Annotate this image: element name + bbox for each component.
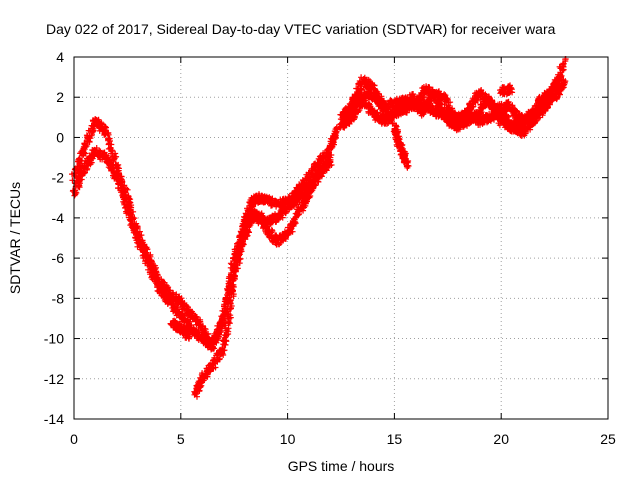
data-point — [106, 158, 112, 165]
data-point — [80, 163, 86, 170]
data-point — [330, 139, 337, 146]
data-point — [76, 156, 83, 163]
y-tick-label: 2 — [56, 89, 64, 105]
data-point — [107, 145, 114, 152]
chart-title: Day 022 of 2017, Sidereal Day-to-day VTE… — [46, 21, 556, 37]
data-point — [113, 153, 120, 160]
data-point — [81, 140, 88, 147]
series-track-a — [69, 116, 341, 352]
x-axis-ticks: 0 5 10 15 20 25 — [70, 57, 616, 447]
x-tick-label: 15 — [387, 431, 403, 447]
y-tick-label: -4 — [52, 210, 65, 226]
x-tick-label: 10 — [280, 431, 296, 447]
y-tick-label: -10 — [44, 331, 64, 347]
y-tick-label: -6 — [52, 250, 65, 266]
data-point — [84, 165, 91, 172]
y-tick-label: -14 — [44, 411, 64, 427]
data-point — [75, 179, 82, 186]
y-tick-label: -2 — [52, 170, 65, 186]
data-point — [115, 167, 122, 174]
y-tick-label: 4 — [56, 49, 64, 65]
y-tick-label: 0 — [56, 129, 64, 145]
data-point — [165, 284, 172, 291]
data-point — [107, 138, 113, 144]
data-point — [89, 125, 96, 132]
x-tick-label: 20 — [493, 431, 509, 447]
x-tick-label: 25 — [600, 431, 616, 447]
data-point — [82, 150, 89, 157]
x-tick-label: 5 — [177, 431, 185, 447]
data-point — [105, 129, 112, 136]
data-point — [196, 318, 203, 325]
y-axis-ticks: -14 -12 -10 -8 -6 -4 -2 0 2 4 — [44, 49, 608, 427]
x-tick-label: 0 — [70, 431, 78, 447]
y-tick-label: -8 — [52, 290, 65, 306]
data-point — [86, 139, 93, 145]
data-points — [69, 56, 569, 400]
data-point — [117, 182, 124, 189]
y-tick-label: -12 — [44, 371, 64, 387]
data-point — [78, 176, 85, 183]
grid-lines — [74, 57, 608, 419]
series-track-d — [191, 156, 335, 400]
